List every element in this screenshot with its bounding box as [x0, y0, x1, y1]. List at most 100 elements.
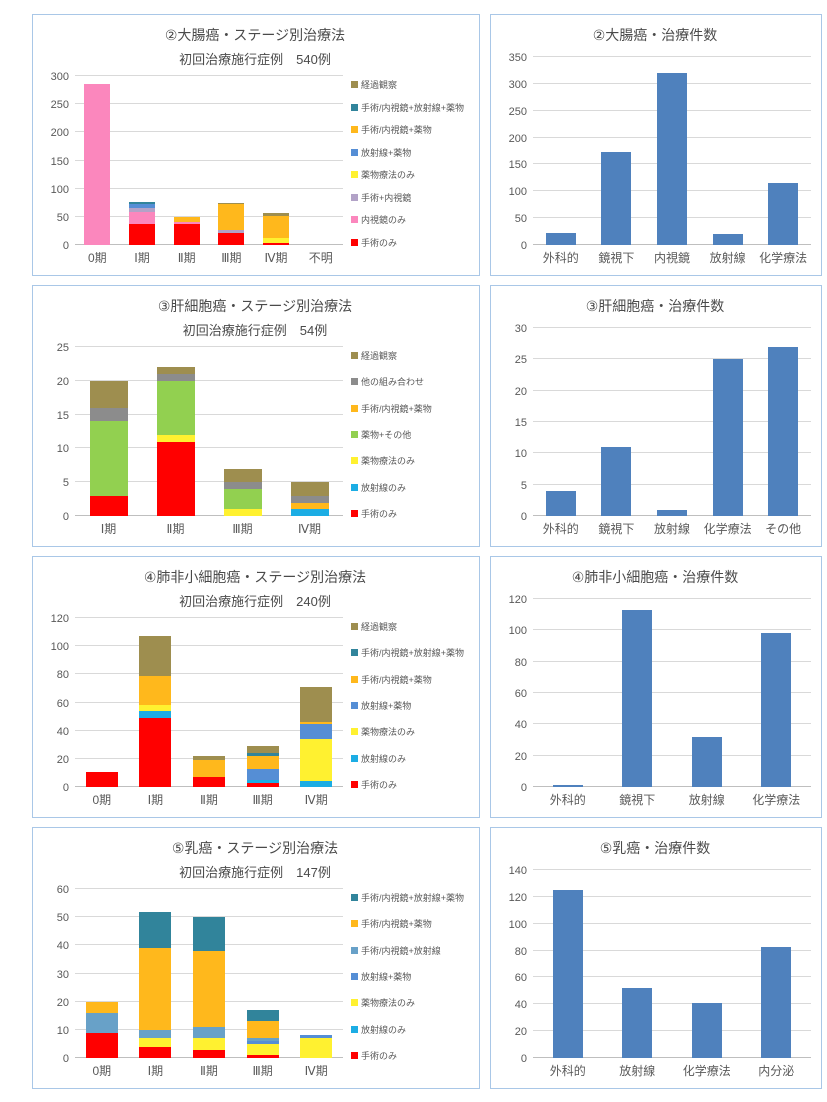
legend-swatch	[351, 216, 358, 224]
legend-item: 手術/内視鏡+薬物	[351, 123, 469, 136]
bar-column	[75, 618, 129, 787]
chart-body: 0 20 40 60 80 100 120 140 外科的 放射線 化学療法 内分泌	[499, 858, 811, 1082]
y-tick-label: 50	[514, 213, 527, 226]
bar-column	[209, 76, 254, 245]
x-tick-label: 化学療法	[759, 250, 808, 265]
legend-label: 手術/内視鏡+放射線+薬物	[361, 648, 465, 659]
y-tick-label: 300	[508, 78, 527, 91]
legend-label: 放射線+薬物	[361, 971, 412, 982]
x-axis-labels: 外科的 鏡視下 放射線 化学療法	[533, 787, 811, 811]
y-tick-label: 10	[514, 448, 527, 461]
y-tick-label: 50	[56, 912, 69, 925]
legend-item: 放射線のみ	[351, 752, 469, 765]
bar-segment	[129, 202, 155, 204]
bar-column	[589, 328, 645, 516]
legend-swatch	[351, 946, 358, 954]
y-tick-label: 60	[56, 697, 69, 710]
bar	[85, 889, 118, 1058]
chart-panel-liver-counts: ③肝細胞癌・治療件数 0 5 10 15 20 25 30 外科的 鏡視下 放射線 化学療法 その他	[490, 285, 822, 547]
legend-label: 放射線+薬物	[361, 147, 412, 158]
x-tick-label: Ⅰ期	[147, 792, 164, 807]
bar	[263, 76, 290, 245]
gridline	[75, 379, 343, 381]
legend-item: 放射線のみ	[351, 481, 469, 494]
x-axis-labels: 外科的 鏡視下 内視鏡 放射線 化学療法	[533, 245, 811, 269]
bar	[768, 183, 799, 245]
bar-segment	[290, 502, 329, 510]
gridline	[75, 729, 343, 731]
legend-item: 手術のみ	[351, 507, 469, 520]
bar-segment	[173, 216, 200, 223]
gridline	[533, 358, 811, 360]
legend-swatch	[351, 675, 358, 683]
legend-label: 手術/内視鏡+放射線+薬物	[361, 893, 465, 903]
legend-item: 放射線+薬物	[351, 970, 469, 983]
bar-column	[298, 76, 343, 245]
chart-panel-lung-stage: ④肺非小細胞癌・ステージ別治療法 初回治療施行症例 240例 0 20 40 60 80…	[32, 556, 480, 818]
gridline	[75, 75, 343, 76]
chart-body: 0 50 100 150 200 250 300 350 外科的 鏡視下 内視鏡 放射線 化学療法	[499, 45, 811, 269]
bar-segment	[139, 1029, 172, 1039]
gridline	[533, 327, 811, 328]
legend-swatch	[351, 623, 358, 630]
x-tick-label: Ⅳ期	[304, 1063, 328, 1078]
bar-segment	[192, 760, 225, 778]
y-tick-label: 200	[508, 132, 527, 145]
chart-panel-breast-counts: ⑤乳癌・治療件数 0 20 40 60 80 100 120 140 外科的 放射線 化学療法 内分泌	[490, 827, 822, 1089]
legend-item: 手術のみ	[351, 1049, 469, 1062]
legend-item: 薬物療法のみ	[351, 168, 469, 181]
bar-segment	[246, 779, 279, 783]
bar-segment	[85, 771, 118, 787]
legend-item: 手術/内視鏡+放射線	[351, 944, 469, 957]
legend-label: 手術のみ	[361, 1050, 398, 1061]
y-tick-label: 0	[62, 782, 69, 794]
bar-segment	[300, 687, 333, 723]
y-tick-label: 0	[62, 240, 69, 252]
bar	[129, 76, 155, 245]
x-tick-label: 外科的	[549, 792, 586, 807]
plot-area: 0期 Ⅰ期 Ⅱ期 Ⅲ期 Ⅳ期	[75, 888, 343, 1082]
legend-swatch	[351, 972, 358, 980]
gridline	[75, 346, 343, 347]
bar-column	[129, 889, 183, 1058]
chart-subtitle: 初回治療施行症例 147例	[179, 865, 331, 880]
bar-segment	[246, 746, 279, 754]
gridline	[75, 244, 343, 245]
bar-column	[672, 599, 742, 787]
legend-swatch	[351, 1025, 358, 1033]
plot	[75, 346, 343, 516]
legend-label: 手術/内視鏡+放射線	[361, 945, 441, 956]
x-tick-label: 放射線	[709, 250, 746, 265]
gridline	[533, 723, 811, 725]
legend-swatch	[351, 483, 358, 491]
y-tick-label: 5	[520, 479, 527, 492]
bar	[656, 73, 687, 245]
y-axis: 0 20 40 60 80 100 120	[41, 613, 75, 794]
bar-segment	[246, 756, 279, 769]
bar-segment	[192, 756, 225, 761]
chart-title: ④肺非小細胞癌・ステージ別治療法	[143, 569, 367, 585]
bar	[622, 609, 653, 787]
legend-swatch	[351, 457, 358, 465]
y-tick-label: 140	[508, 865, 527, 877]
bars	[533, 328, 811, 516]
bar-segment	[218, 230, 245, 233]
legend-item: 経過観察	[351, 349, 469, 362]
y-tick-label: 25	[56, 342, 69, 354]
y-tick-label: 5	[62, 477, 69, 490]
x-tick-label: 放射線	[653, 521, 690, 536]
legend: 手術/内視鏡+放射線+薬物 手術/内視鏡+薬物 手術/内視鏡+放射線 放射線+薬物 薬物…	[343, 889, 469, 1082]
y-tick-label: 0	[520, 1053, 527, 1065]
legend-item: 手術+内視鏡	[351, 191, 469, 204]
legend-item: 手術/内視鏡+放射線+薬物	[351, 891, 469, 904]
x-tick-label: 化学療法	[682, 1063, 731, 1078]
bar	[300, 889, 333, 1058]
legend-item: 手術のみ	[351, 778, 469, 791]
gridline	[533, 421, 811, 422]
chart-subtitle: 初回治療施行症例 54例	[182, 323, 328, 338]
legend: 経過観察 他の組み合わせ 手術/内視鏡+薬物 薬物+その他 薬物療法のみ 放射線のみ 手術の…	[343, 347, 469, 540]
y-tick-label: 100	[508, 625, 527, 638]
y-tick-label: 80	[514, 656, 527, 669]
chart-body: 0 20 40 60 80 100 120 外科的 鏡視下 放射線 化学療法	[499, 587, 811, 811]
bar-segment	[223, 482, 262, 489]
